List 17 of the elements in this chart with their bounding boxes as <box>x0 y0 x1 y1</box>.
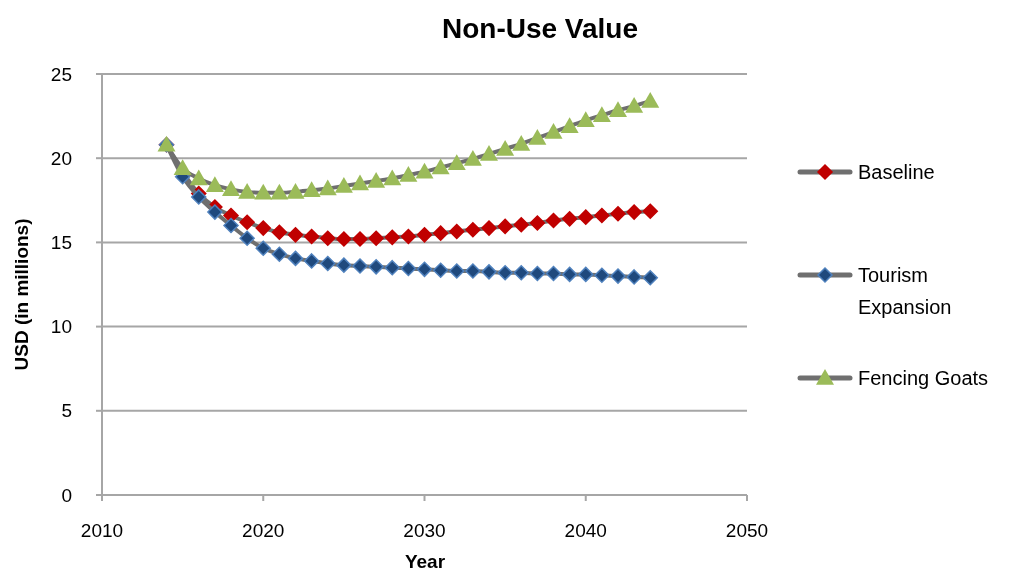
chart-title: Non-Use Value <box>441 13 639 44</box>
x-tick-label: 2010 <box>80 520 124 541</box>
x-axis-title: Year <box>404 551 446 572</box>
y-tick-label: 0 <box>61 484 72 506</box>
x-tick-label: 2040 <box>564 520 607 541</box>
y-tick-label: 20 <box>50 147 72 169</box>
legend-label: Baseline <box>858 161 935 183</box>
y-tick-label: 25 <box>50 63 72 85</box>
y-tick-label: 15 <box>50 232 72 254</box>
x-tick-label: 2030 <box>403 520 446 541</box>
y-tick-label: 10 <box>50 316 72 338</box>
y-tick-label: 5 <box>61 400 72 422</box>
y-axis-title: USD (in millions) <box>11 218 32 371</box>
x-tick-label: 2020 <box>242 520 285 541</box>
x-tick-label: 2050 <box>725 520 769 541</box>
legend-label: Fencing Goats <box>858 367 989 389</box>
legend-label: Tourism Expansion <box>858 264 952 318</box>
